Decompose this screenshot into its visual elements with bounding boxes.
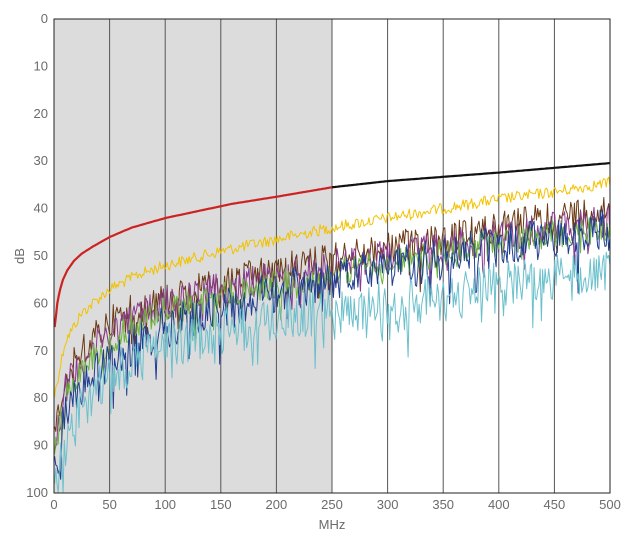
y-tick-label-60: 60 <box>34 295 48 310</box>
x-tick-label-100: 100 <box>154 497 176 512</box>
series-line-4 <box>54 197 611 432</box>
y-tick-label-50: 50 <box>34 248 48 263</box>
x-tick-label-500: 500 <box>599 497 621 512</box>
series-line-7 <box>54 209 611 480</box>
y-tick-label-100: 100 <box>26 485 48 500</box>
series-line-8 <box>54 251 611 494</box>
y-axis-label: dB <box>12 248 27 264</box>
series-line-3 <box>54 176 611 398</box>
y-tick-label-10: 10 <box>34 58 48 73</box>
x-tick-label-0: 0 <box>50 497 57 512</box>
x-tick-label-250: 250 <box>321 497 343 512</box>
plot-border <box>53 18 611 494</box>
series-line-1 <box>53 186 333 328</box>
y-tick-label-40: 40 <box>34 201 48 216</box>
x-axis-label: MHz <box>319 517 346 532</box>
x-tick-label-400: 400 <box>488 497 510 512</box>
y-tick-label-20: 20 <box>34 106 48 121</box>
x-tick-label-350: 350 <box>432 497 454 512</box>
y-tick-label-80: 80 <box>34 390 48 405</box>
series-line-2 <box>331 162 611 189</box>
y-tick-label-30: 30 <box>34 153 48 168</box>
y-tick-label-70: 70 <box>34 343 48 358</box>
x-tick-label-200: 200 <box>266 497 288 512</box>
x-tick-label-450: 450 <box>544 497 566 512</box>
plot-area: 0 50 100 150 200 250 300 350 400 450 500 0 10 20 30 40 5… <box>26 11 621 512</box>
y-tick-label-0: 0 <box>41 11 48 26</box>
x-tick-label-150: 150 <box>210 497 232 512</box>
x-tick-label-50: 50 <box>102 497 116 512</box>
y-tick-label-90: 90 <box>34 438 48 453</box>
x-tick-label-300: 300 <box>377 497 399 512</box>
